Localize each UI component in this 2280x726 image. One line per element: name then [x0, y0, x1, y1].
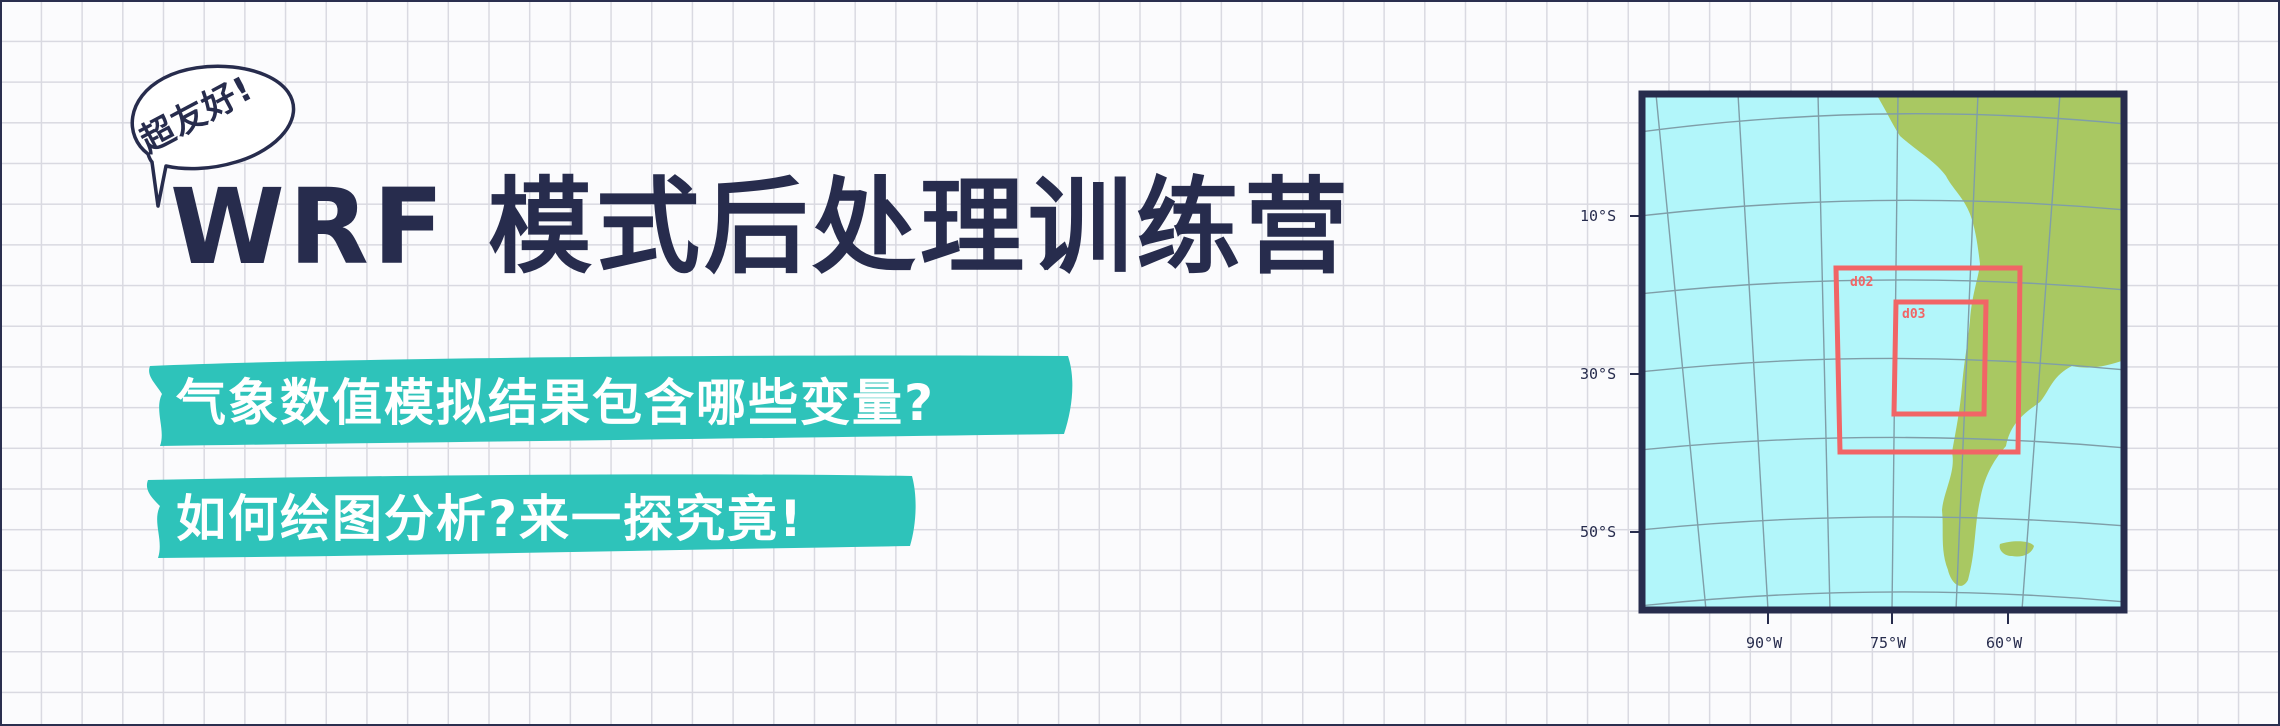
brush-stroke-2 — [146, 474, 916, 558]
graticule — [1642, 94, 2124, 610]
lon-ticks — [1767, 610, 2009, 624]
domain-d02-label: d02 — [1850, 275, 1873, 290]
island — [1999, 541, 2034, 557]
speech-bubble — [130, 64, 296, 208]
wrf-domain-map: d02 d03 10°S 30°S 50°S 90°W 75°W 60°W — [1580, 90, 2128, 652]
lat-tick-label-30s: 30°S — [1580, 365, 1616, 383]
lat-tick-label-50s: 50°S — [1580, 523, 1616, 541]
lat-ticks — [1630, 215, 1642, 533]
page-title: WRF 模式后处理训练营 — [170, 166, 1353, 288]
domain-d02-box — [1833, 265, 2023, 455]
domain-d03-box — [1891, 299, 1989, 417]
question-banner-1-text: 气象数值模拟结果包含哪些变量? — [176, 374, 936, 432]
map-frame — [1638, 90, 2128, 614]
lon-tick-label-90w: 90°W — [1746, 634, 1783, 652]
land-area — [1876, 94, 2124, 586]
lon-tick-label-75w: 75°W — [1870, 634, 1907, 652]
brush-stroke-1 — [149, 355, 1073, 446]
question-banner-2: 如何绘图分析?来一探究竟! — [142, 470, 920, 560]
lat-tick-label-10s: 10°S — [1580, 207, 1616, 225]
lon-tick-label-60w: 60°W — [1986, 634, 2023, 652]
domain-d03-label: d03 — [1902, 307, 1925, 322]
domain-boxes — [1833, 265, 2023, 455]
question-banner-1: 气象数值模拟结果包含哪些变量? — [142, 350, 1080, 448]
question-banner-2-text: 如何绘图分析?来一探究竟! — [176, 490, 804, 548]
